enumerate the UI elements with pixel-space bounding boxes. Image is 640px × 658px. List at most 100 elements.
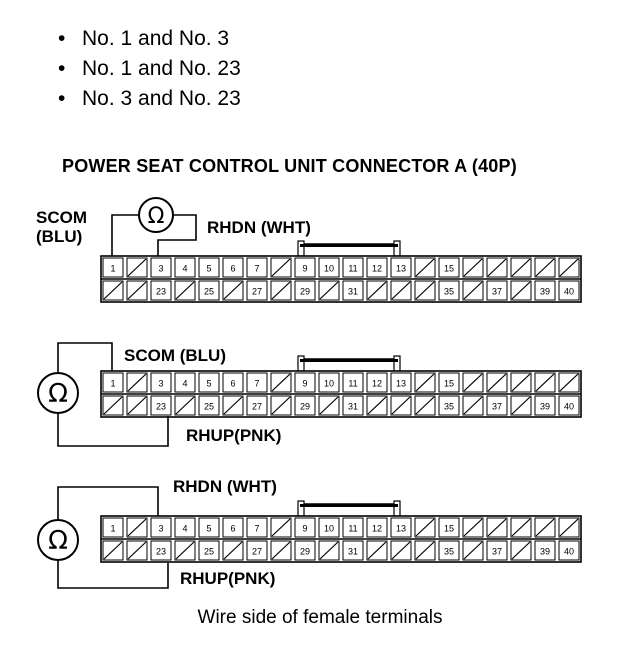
empty-terminal-slash <box>175 541 195 560</box>
terminal-number: 31 <box>348 402 358 412</box>
empty-terminal-slash <box>271 281 291 300</box>
empty-terminal-slash <box>319 396 339 415</box>
empty-terminal-slash <box>511 541 531 560</box>
terminal-cell <box>198 280 220 301</box>
terminal-number: 4 <box>182 379 187 389</box>
test-pin-item: • No. 3 and No. 23 <box>58 87 241 110</box>
terminal-cell <box>462 517 484 538</box>
empty-terminal-slash <box>319 281 339 300</box>
terminal-cell <box>342 257 364 278</box>
terminal-cell <box>438 280 460 301</box>
terminal-cell <box>150 517 172 538</box>
terminal-cell <box>246 540 268 561</box>
terminal-number: 10 <box>324 524 334 534</box>
empty-terminal-slash <box>463 518 483 537</box>
terminal-cell <box>558 517 580 538</box>
terminal-cell <box>246 257 268 278</box>
terminal-number: 7 <box>254 264 259 274</box>
terminal-number: 23 <box>156 547 166 557</box>
terminal-cell <box>486 540 508 561</box>
empty-terminal-slash <box>415 541 435 560</box>
terminal-cell <box>414 372 436 393</box>
test-pin-item: • No. 1 and No. 23 <box>58 57 241 80</box>
empty-terminal-slash <box>103 541 123 560</box>
terminal-cell <box>558 280 580 301</box>
terminal-cell <box>486 257 508 278</box>
terminal-cell <box>486 517 508 538</box>
terminal-cell <box>438 372 460 393</box>
empty-terminal-slash <box>463 281 483 300</box>
empty-terminal-slash <box>319 541 339 560</box>
terminal-cell <box>270 395 292 416</box>
terminal-cell <box>174 540 196 561</box>
terminal-number: 25 <box>204 287 214 297</box>
terminal-cell <box>270 280 292 301</box>
terminal-cell <box>390 257 412 278</box>
terminal-number: 15 <box>444 264 454 274</box>
terminal-number: 40 <box>564 547 574 557</box>
terminal-cell <box>102 372 124 393</box>
terminal-number: 40 <box>564 402 574 412</box>
terminal-number: 9 <box>302 264 307 274</box>
empty-terminal-slash <box>367 281 387 300</box>
empty-terminal-slash <box>487 258 507 277</box>
terminal-number: 29 <box>300 547 310 557</box>
terminal-cell <box>414 395 436 416</box>
terminal-cell <box>486 280 508 301</box>
terminal-number: 37 <box>492 402 502 412</box>
empty-terminal-slash <box>487 373 507 392</box>
terminal-cell <box>534 257 556 278</box>
terminal-cell <box>534 395 556 416</box>
terminal-cell <box>486 395 508 416</box>
terminal-cell <box>294 540 316 561</box>
terminal-number: 6 <box>230 379 235 389</box>
empty-terminal-slash <box>271 541 291 560</box>
empty-terminal-slash <box>511 396 531 415</box>
terminal-number: 35 <box>444 287 454 297</box>
empty-terminal-slash <box>223 396 243 415</box>
empty-terminal-slash <box>223 281 243 300</box>
terminal-cell <box>126 372 148 393</box>
terminal-cell <box>414 280 436 301</box>
terminal-cell <box>414 517 436 538</box>
terminal-cell <box>558 540 580 561</box>
terminal-cell <box>222 280 244 301</box>
terminal-number: 9 <box>302 379 307 389</box>
terminal-cell <box>390 280 412 301</box>
terminal-number: 25 <box>204 402 214 412</box>
terminal-cell <box>510 395 532 416</box>
empty-terminal-slash <box>415 258 435 277</box>
terminal-cell <box>318 280 340 301</box>
wire-side-caption: Wire side of female terminals <box>197 607 443 628</box>
terminal-number: 7 <box>254 379 259 389</box>
empty-terminal-slash <box>127 518 147 537</box>
terminal-cell <box>510 517 532 538</box>
terminal-cell <box>366 257 388 278</box>
empty-terminal-slash <box>487 518 507 537</box>
terminal-number: 3 <box>158 264 163 274</box>
terminal-cell <box>342 517 364 538</box>
empty-terminal-slash <box>535 518 555 537</box>
empty-terminal-slash <box>127 258 147 277</box>
terminal-cell <box>126 257 148 278</box>
empty-terminal-slash <box>127 281 147 300</box>
scom-blu-label-1: SCOM (BLU) <box>36 208 87 246</box>
terminal-cell <box>366 395 388 416</box>
terminal-number: 37 <box>492 547 502 557</box>
terminal-number: 11 <box>348 264 357 274</box>
terminal-cell <box>342 395 364 416</box>
empty-terminal-slash <box>415 396 435 415</box>
terminal-cell <box>462 372 484 393</box>
terminal-cell <box>294 257 316 278</box>
terminal-cell <box>366 372 388 393</box>
terminal-cell <box>126 280 148 301</box>
empty-terminal-slash <box>271 373 291 392</box>
terminal-number: 27 <box>252 402 262 412</box>
scom-blu-label-2: SCOM (BLU) <box>124 346 226 365</box>
terminal-number: 15 <box>444 379 454 389</box>
empty-terminal-slash <box>103 281 123 300</box>
svg-text:Ω: Ω <box>148 204 165 229</box>
terminal-number: 31 <box>348 287 358 297</box>
terminal-cell <box>390 395 412 416</box>
